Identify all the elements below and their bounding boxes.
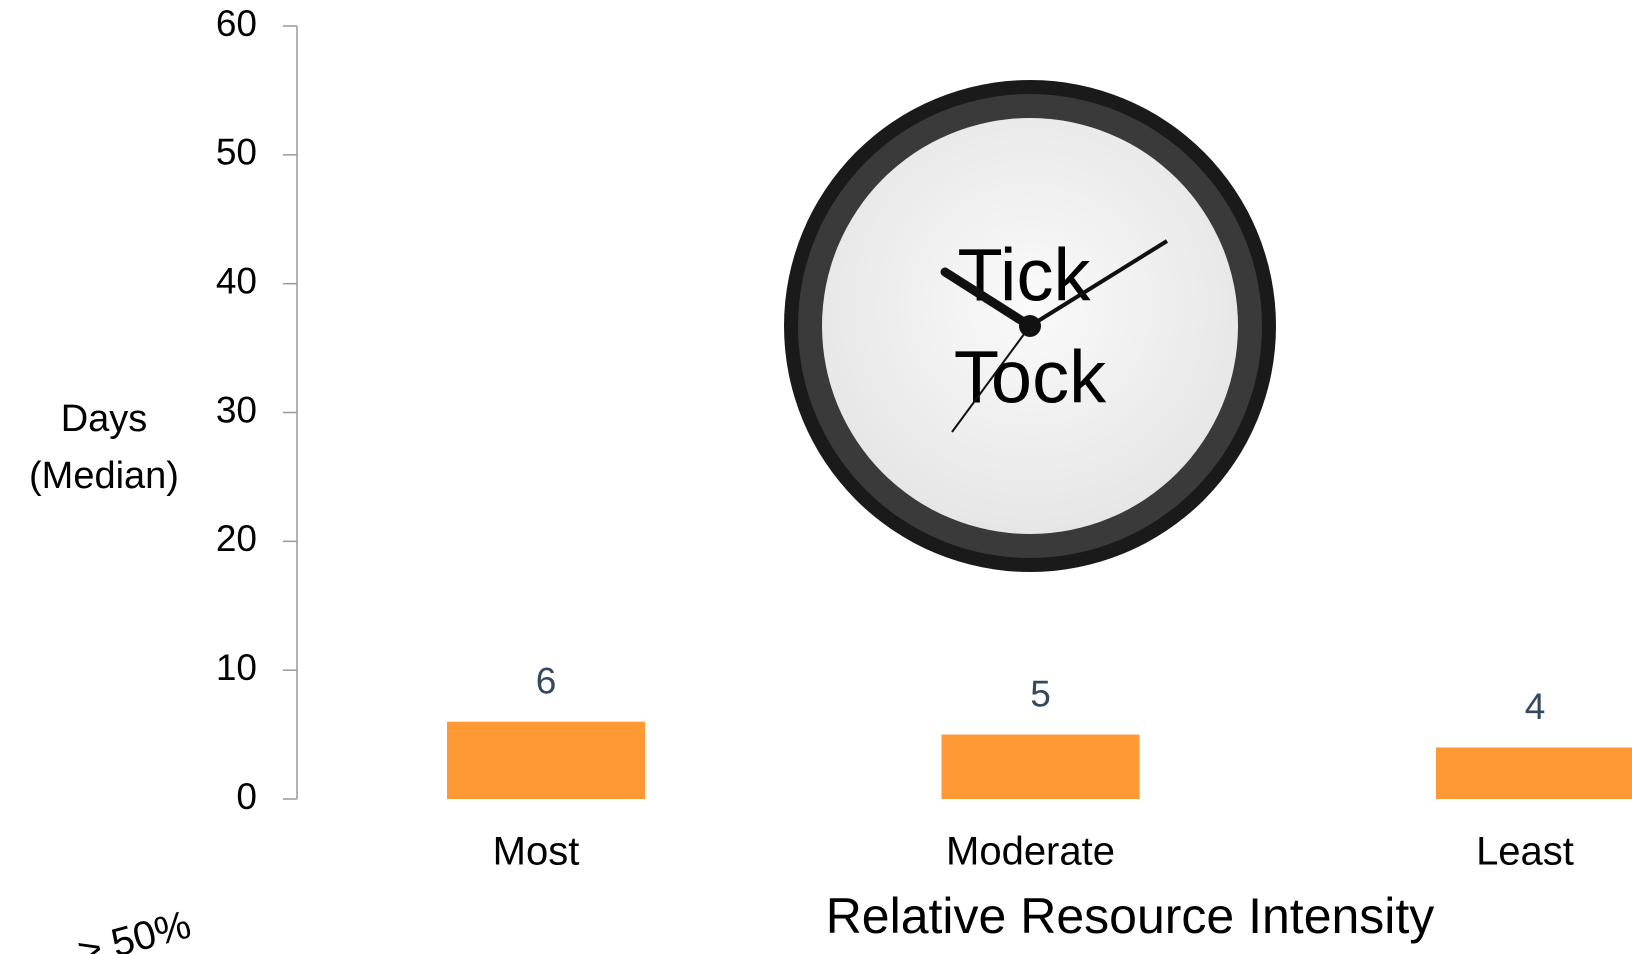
chart: Tick Tock Days (Median) Relative Resourc… [0,0,1632,954]
y-tick-label: 0 [236,776,257,817]
y-tick-label: 60 [216,3,257,44]
page: Tick Tock Days (Median) Relative Resourc… [0,0,1632,954]
annotation: > 50% [73,903,195,954]
clock-hub [1019,315,1041,337]
y-tick-label: 40 [216,260,257,301]
value-label: 5 [1030,673,1051,714]
x-axis-title: Relative Resource Intensity [826,888,1435,944]
value-label: 6 [536,660,557,701]
y-tick-label: 30 [216,389,257,430]
y-tick-label: 50 [216,132,257,173]
bar [1436,747,1632,799]
bar [942,735,1140,799]
x-tick-label: Moderate [946,830,1115,874]
bar [447,722,645,799]
clock-text: Tock [954,336,1107,419]
clock-text: Tick [958,234,1092,317]
y-axis-title: Days [61,398,148,440]
value-label: 4 [1525,686,1546,727]
y-tick-label: 20 [216,518,257,559]
clock: Tick Tock [784,80,1276,572]
x-tick-label: Most [493,830,580,874]
x-tick-label: Least [1476,830,1574,874]
y-tick-label: 10 [216,647,257,688]
y-axis-title: (Median) [29,455,179,497]
